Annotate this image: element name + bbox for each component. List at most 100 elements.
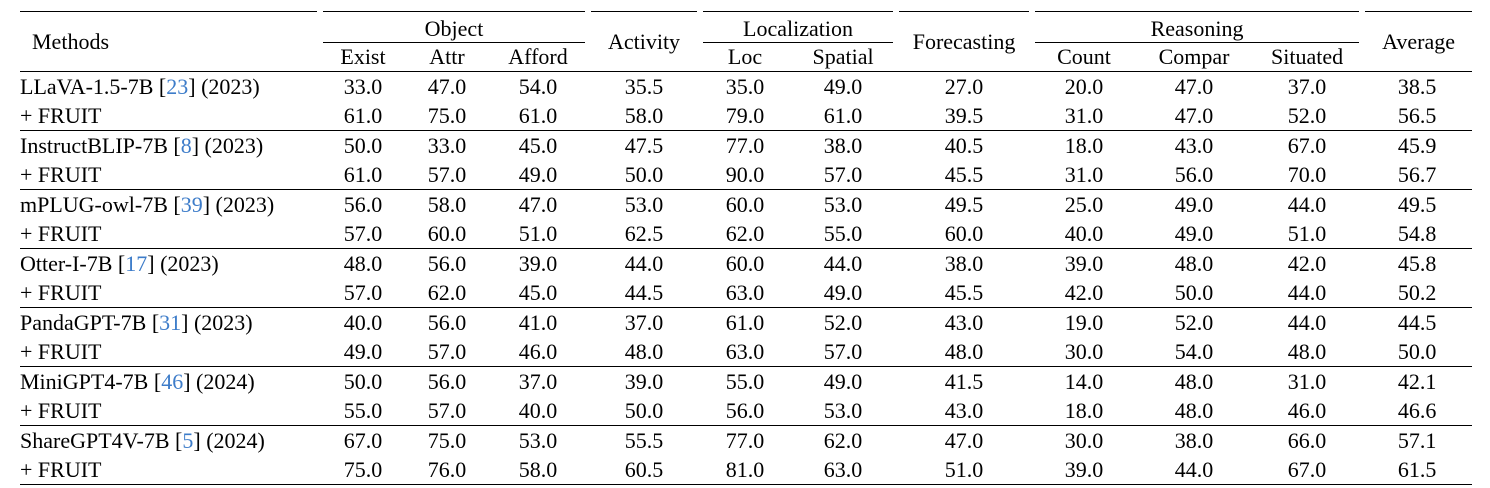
fruit-score-cell: 75.0 <box>320 455 406 485</box>
fruit-score-cell: 56.5 <box>1397 103 1437 128</box>
method-year: (2023) <box>201 74 260 99</box>
method-year: (2024) <box>196 369 255 394</box>
reasoning-header: Reasoning <box>1029 11 1366 43</box>
score-cell: 56.0 <box>406 366 488 396</box>
score-cell: 41.5 <box>896 366 1033 396</box>
score-cell: 39.0 <box>1032 248 1137 278</box>
fruit-score-cell: 42.0 <box>1064 280 1104 305</box>
fruit-score-cell: 61.0 <box>343 103 383 128</box>
fruit-score-cell: 62.0 <box>427 280 467 305</box>
method-name-cell: LLaVA-1.5-7B [23] (2023) <box>20 71 320 101</box>
score-cell: 44.0 <box>1252 307 1363 337</box>
fruit-score-cell: 63.0 <box>725 280 765 305</box>
citation-link[interactable]: 8 <box>180 133 192 158</box>
score-cell: 35.5 <box>588 71 701 101</box>
score-cell: 66.0 <box>1252 425 1363 455</box>
score-cell: 25.0 <box>1032 189 1137 219</box>
score-cell: 53.0 <box>488 425 589 455</box>
fruit-score-cell: 50.0 <box>624 162 664 187</box>
table-row-fruit: + FRUIT 55.0 57.0 40.0 50.0 56.0 53.0 43.0 18.0 4… <box>20 396 1472 426</box>
fruit-score-cell: 45.5 <box>944 162 984 187</box>
score-cell: 45.9 <box>1362 130 1473 160</box>
method-name-cell: mPLUG-owl-7B [39] (2023) <box>20 189 320 219</box>
score-cell: 38.0 <box>1136 425 1253 455</box>
table-row: ShareGPT4V-7B [5] (2024) 67.0 75.0 53.0 55.5… <box>20 425 1473 455</box>
fruit-score-cell: 46.0 <box>1287 398 1327 423</box>
fruit-score-cell: 51.0 <box>896 455 1033 485</box>
table-row: MiniGPT4-7B [46] (2024) 50.0 56.0 37.0 39.0 5… <box>20 366 1473 396</box>
score-cell: 41.0 <box>488 307 589 337</box>
citation-link[interactable]: 39 <box>180 192 203 217</box>
score-cell: 44.0 <box>1252 189 1363 219</box>
score-cell: 49.5 <box>1362 189 1473 219</box>
fruit-score-cell: 57.0 <box>823 162 863 187</box>
score-cell: 38.5 <box>1362 71 1473 101</box>
score-cell: 45.0 <box>488 130 589 160</box>
score-cell: 43.0 <box>1136 130 1253 160</box>
fruit-score-cell: 51.0 <box>1287 221 1327 246</box>
score-cell: 50.0 <box>320 366 406 396</box>
score-cell: 48.0 <box>1136 248 1253 278</box>
fruit-score-cell: 49.0 <box>518 162 558 187</box>
score-cell: 60.0 <box>700 189 791 219</box>
spatial-subheader: Spatial <box>812 44 874 69</box>
fruit-method-name: + FRUIT <box>20 455 320 485</box>
score-cell: 38.0 <box>790 130 897 160</box>
score-cell: 38.0 <box>896 248 1033 278</box>
method-name-cell: ShareGPT4V-7B [5] (2024) <box>20 425 320 455</box>
table-row: PandaGPT-7B [31] (2023) 40.0 56.0 41.0 37.0 6… <box>20 307 1473 337</box>
citation-link[interactable]: 5 <box>182 428 194 453</box>
localization-header: Localization <box>697 11 900 43</box>
table-row: Otter-I-7B [17] (2023) 48.0 56.0 39.0 44.0 60… <box>20 248 1473 278</box>
score-cell: 47.0 <box>406 71 488 101</box>
fruit-score-cell: 48.0 <box>944 339 984 364</box>
score-cell: 52.0 <box>1136 307 1253 337</box>
method-name: Otter-I-7B <box>20 251 113 276</box>
fruit-method-name: + FRUIT <box>20 162 102 187</box>
score-cell: 60.0 <box>700 248 791 278</box>
fruit-score-cell: 60.0 <box>427 221 467 246</box>
loc-subheader: Loc <box>727 44 763 69</box>
fruit-score-cell: 52.0 <box>1287 103 1327 128</box>
fruit-score-cell: 56.0 <box>725 398 765 423</box>
score-cell: 44.5 <box>1362 307 1473 337</box>
score-cell: 33.0 <box>320 71 406 101</box>
header-row-sub: Exist Attr Afford Loc Spatial Count Comp… <box>20 43 1472 72</box>
method-name-cell: InstructBLIP-7B [8] (2023) <box>20 130 320 160</box>
fruit-score-cell: 47.0 <box>1174 103 1214 128</box>
citation-link[interactable]: 46 <box>161 369 184 394</box>
score-cell: 42.1 <box>1362 366 1473 396</box>
score-cell: 67.0 <box>320 425 406 455</box>
score-cell: 44.0 <box>790 248 897 278</box>
fruit-score-cell: 53.0 <box>823 398 863 423</box>
citation-link[interactable]: 31 <box>159 310 182 335</box>
situated-subheader: Situated <box>1270 44 1344 69</box>
fruit-score-cell: 54.8 <box>1397 221 1437 246</box>
method-year: (2023) <box>160 251 219 276</box>
score-cell: 47.0 <box>896 425 1033 455</box>
score-cell: 42.0 <box>1252 248 1363 278</box>
fruit-score-cell: 50.0 <box>624 398 664 423</box>
score-cell: 35.0 <box>700 71 791 101</box>
fruit-score-cell: 40.0 <box>518 398 558 423</box>
fruit-score-cell: 56.7 <box>1397 162 1437 187</box>
fruit-method-name: + FRUIT <box>20 103 102 128</box>
fruit-score-cell: 45.5 <box>944 280 984 305</box>
fruit-score-cell: 57.0 <box>343 221 383 246</box>
fruit-score-cell: 61.5 <box>1362 455 1473 485</box>
citation-link[interactable]: 17 <box>125 251 148 276</box>
method-name-cell: PandaGPT-7B [31] (2023) <box>20 307 320 337</box>
method-year: (2023) <box>215 192 275 217</box>
table-row: InstructBLIP-7B [8] (2023) 50.0 33.0 45.0 47… <box>20 130 1473 160</box>
citation-link[interactable]: 23 <box>166 74 189 99</box>
method-name: mPLUG-owl-7B <box>20 192 168 217</box>
score-cell: 45.8 <box>1362 248 1473 278</box>
table-row-fruit: + FRUIT 61.0 57.0 49.0 50.0 90.0 57.0 45.5 31.0 5… <box>20 160 1472 190</box>
fruit-score-cell: 63.0 <box>790 455 897 485</box>
method-name: ShareGPT4V-7B <box>20 428 170 453</box>
score-cell: 14.0 <box>1032 366 1137 396</box>
fruit-score-cell: 51.0 <box>518 221 558 246</box>
fruit-score-cell: 56.0 <box>1174 162 1214 187</box>
fruit-score-cell: 54.0 <box>1174 339 1214 364</box>
score-cell: 67.0 <box>1252 130 1363 160</box>
